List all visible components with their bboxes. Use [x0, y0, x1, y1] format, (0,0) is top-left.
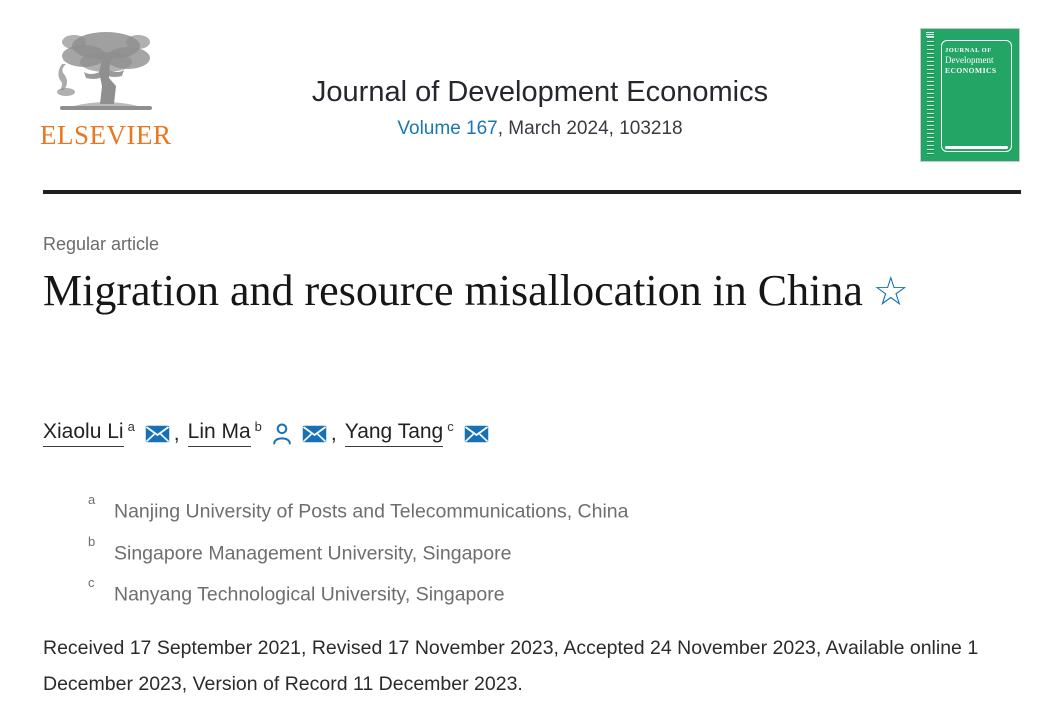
affiliation-sup: c [88, 575, 95, 590]
author-affiliation-sup: b [254, 419, 262, 434]
author-affiliation-sup: c [447, 419, 454, 434]
email-author-button[interactable] [302, 425, 327, 443]
email-author-button[interactable] [145, 425, 170, 443]
author-list: Xiaolu Li a , Lin Ma b , Yang [43, 419, 489, 447]
person-icon [273, 423, 291, 445]
affiliation-text: Nanjing University of Posts and Telecomm… [114, 500, 629, 523]
affiliation-item: b Singapore Management University, Singap… [88, 530, 628, 572]
affiliation-text: Singapore Management University, Singapo… [114, 542, 512, 564]
affiliation-sup: b [88, 533, 96, 549]
cover-title-line2: Development [945, 55, 994, 66]
journal-header: Journal of Development Economics Volume … [312, 76, 768, 140]
author-separator: , [330, 421, 337, 445]
envelope-icon [464, 425, 488, 442]
elsevier-wordmark: ELSEVIER [40, 120, 172, 150]
article-title-text: Migration and resource misallocation in … [43, 266, 863, 315]
cover-frame [941, 40, 1012, 152]
journal-title-link[interactable]: Journal of Development Economics [311, 76, 769, 108]
elsevier-tree-icon [57, 32, 152, 110]
header-divider [43, 190, 1021, 194]
article-title: Migration and resource misallocation in … [43, 260, 943, 322]
affiliation-sup: a [88, 492, 96, 507]
author-link-lin-ma[interactable]: Lin Ma [187, 420, 251, 447]
issue-info: , March 2024, 103218 [497, 118, 683, 139]
journal-cover-thumbnail[interactable]: JOURNAL OF Development ECONOMICS [920, 28, 1020, 162]
article-history-dates: Received 17 September 2021, Revised 17 N… [43, 637, 979, 695]
cover-spine-texture [927, 37, 934, 157]
affiliation-item: c Nanyang Technological University, Singa… [88, 571, 628, 613]
author-affiliation-sup: a [127, 419, 135, 434]
affiliation-list: a Nanjing University of Posts and Telecom… [88, 488, 628, 613]
journal-issue-line: Volume 167, March 2024, 103218 [312, 118, 768, 140]
email-author-button[interactable] [464, 425, 489, 443]
volume-link[interactable]: Volume 167 [397, 118, 498, 139]
elsevier-logo[interactable]: ELSEVIER [40, 26, 172, 151]
cover-title-line3: ECONOMICS [945, 66, 997, 76]
author-profile-button[interactable] [272, 422, 292, 445]
article-type-label: Regular article [43, 234, 160, 254]
author-link-xiaolu-li[interactable]: Xiaolu Li [43, 420, 124, 447]
cover-title: JOURNAL OF Development ECONOMICS [945, 47, 1010, 76]
cover-spine-mark [926, 32, 934, 37]
author-link-yang-tang[interactable]: Yang Tang [344, 420, 444, 447]
author-separator: , [173, 421, 180, 445]
affiliation-text: Nanyang Technological University, Singap… [114, 583, 505, 606]
envelope-icon [302, 425, 327, 442]
footnote-star-icon[interactable]: ☆ [872, 269, 909, 315]
envelope-icon [145, 425, 170, 442]
affiliation-item: a Nanjing University of Posts and Telecom… [88, 488, 628, 530]
cover-frame-bar [945, 145, 1008, 149]
cover-title-line1: JOURNAL OF [945, 47, 992, 54]
